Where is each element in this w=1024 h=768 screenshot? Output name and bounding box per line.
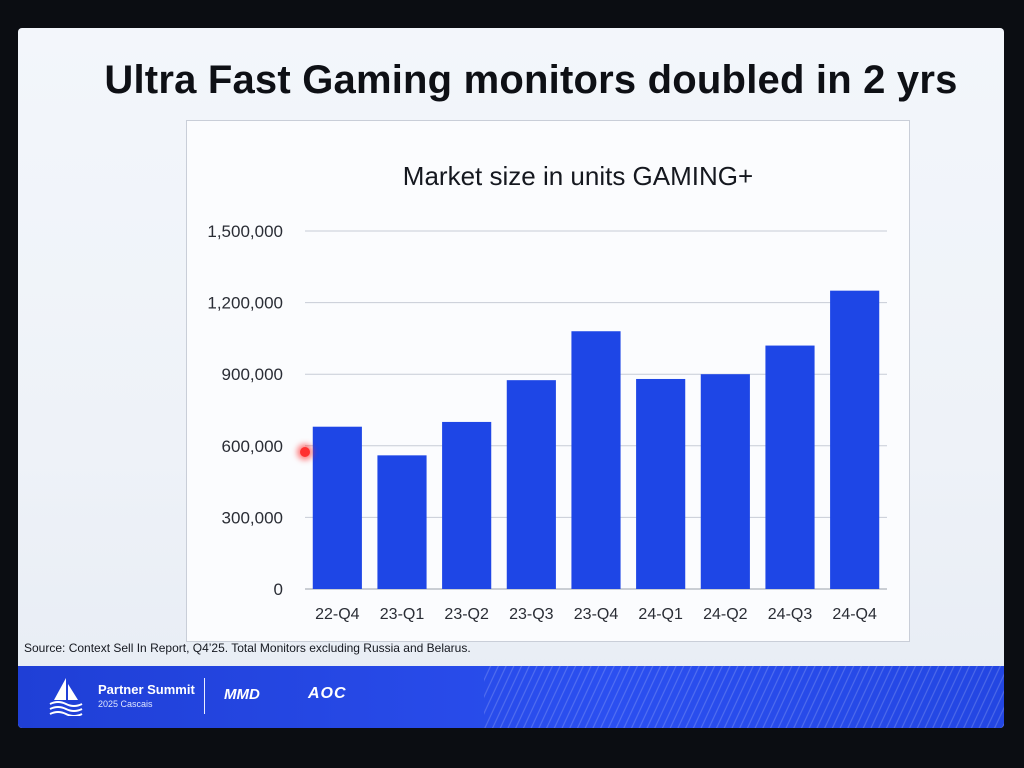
slide-title: Ultra Fast Gaming monitors doubled in 2 …: [104, 58, 958, 102]
bar-22-q4: [312, 426, 362, 589]
bar-23-q1: [377, 455, 427, 589]
bar-24-q3: [765, 345, 815, 589]
bar-23-q4: [571, 331, 621, 589]
source-note: Source: Context Sell In Report, Q4’25. T…: [24, 641, 471, 655]
x-tick-label: 24-Q3: [768, 606, 813, 623]
bar-24-q4: [830, 290, 880, 589]
aoc-logo: AOC: [308, 685, 347, 702]
y-tick-label: 900,000: [222, 365, 283, 384]
mmd-logo: MMD: [224, 686, 260, 703]
chart-frame: Market size in units GAMING+ 0 300,000 600…: [186, 120, 910, 642]
event-subtitle: 2025 Cascais: [98, 699, 153, 709]
x-tick-label: 23-Q3: [509, 606, 554, 623]
bar-chart: 0 300,000 600,000 900,000 1,200,000 1,500,000…: [207, 222, 887, 623]
y-tick-label: 0: [274, 580, 283, 599]
bar-24-q2: [700, 374, 750, 589]
presentation-screen: Ultra Fast Gaming monitors doubled in 2 …: [18, 28, 1004, 728]
bar-23-q2: [442, 421, 492, 589]
y-tick-label: 1,200,000: [207, 294, 283, 313]
footer-divider: [204, 678, 205, 714]
y-tick-label: 300,000: [222, 508, 283, 527]
x-tick-label: 23-Q2: [444, 606, 489, 623]
chart-title: Market size in units GAMING+: [402, 161, 754, 191]
y-tick-label: 600,000: [222, 437, 283, 456]
x-tick-label: 24-Q2: [703, 606, 748, 623]
y-tick-label: 1,500,000: [207, 222, 283, 241]
bar-24-q1: [636, 378, 686, 589]
x-tick-label: 22-Q4: [315, 606, 360, 623]
x-tick-label: 24-Q1: [638, 606, 683, 623]
laser-pointer-dot: [300, 447, 310, 457]
x-tick-label: 23-Q1: [380, 606, 425, 623]
x-tick-label: 24-Q4: [832, 606, 877, 623]
x-tick-label: 23-Q4: [574, 606, 619, 623]
event-name: Partner Summit: [98, 682, 195, 697]
footer-stripes-decoration: [484, 666, 1004, 728]
footer-bar: Partner Summit 2025 Cascais MMD AOC: [18, 666, 1004, 728]
sail-logo-icon: [49, 678, 83, 716]
bar-23-q3: [506, 380, 556, 589]
